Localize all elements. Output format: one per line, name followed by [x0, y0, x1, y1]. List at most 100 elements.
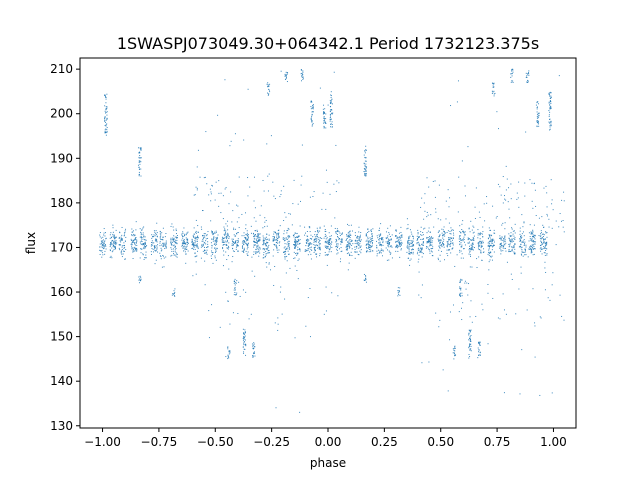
data-point — [298, 249, 300, 251]
data-point — [101, 256, 103, 258]
data-point — [112, 235, 114, 237]
data-point — [477, 247, 479, 249]
data-point — [228, 351, 230, 353]
data-point — [326, 240, 328, 242]
data-point — [447, 243, 449, 245]
data-point — [233, 282, 235, 284]
data-point — [531, 252, 533, 253]
data-point — [448, 248, 450, 250]
data-point — [174, 254, 176, 256]
data-point — [262, 257, 264, 259]
data-point — [531, 244, 533, 246]
data-point — [253, 241, 255, 243]
data-point — [524, 195, 526, 197]
data-point — [263, 242, 264, 244]
data-point — [467, 242, 469, 244]
data-point — [421, 284, 423, 286]
data-point — [490, 256, 492, 258]
data-point — [113, 245, 115, 247]
data-point — [121, 234, 123, 236]
data-point — [371, 238, 373, 240]
data-point — [520, 236, 522, 238]
data-point — [469, 337, 471, 339]
data-point — [426, 177, 428, 179]
data-point — [139, 228, 141, 230]
x-tick-label: 0.25 — [371, 435, 398, 449]
data-point — [513, 246, 515, 248]
data-point — [434, 180, 436, 182]
data-point — [356, 237, 358, 239]
data-point — [519, 227, 521, 229]
data-point — [411, 245, 413, 247]
data-point — [105, 109, 107, 111]
data-point — [510, 76, 512, 78]
data-point — [225, 230, 227, 232]
data-point — [481, 245, 483, 247]
data-point — [397, 250, 399, 252]
data-point — [293, 244, 295, 246]
data-point — [563, 200, 565, 202]
data-point — [222, 241, 224, 243]
data-point — [234, 235, 236, 237]
data-point — [253, 343, 255, 345]
data-point — [267, 86, 269, 88]
data-point — [231, 221, 233, 223]
data-point — [176, 236, 178, 238]
data-point — [306, 242, 308, 244]
data-point — [185, 253, 187, 255]
data-point — [307, 245, 309, 247]
data-point — [112, 227, 114, 229]
data-point — [139, 241, 141, 243]
data-point — [488, 248, 490, 250]
data-point — [427, 240, 429, 242]
data-point — [355, 240, 357, 242]
data-point — [514, 223, 516, 225]
data-point — [215, 232, 217, 233]
data-point — [511, 80, 513, 82]
data-point — [520, 244, 522, 246]
data-point — [110, 243, 112, 245]
data-point — [454, 346, 456, 348]
data-point — [478, 342, 480, 344]
data-point — [367, 241, 369, 243]
data-point — [391, 257, 393, 259]
data-point — [531, 249, 533, 251]
data-point — [252, 347, 254, 349]
data-point — [156, 239, 158, 241]
y-tick-label: 180 — [50, 196, 73, 210]
data-point — [408, 243, 410, 245]
data-point — [540, 250, 542, 252]
data-point — [184, 249, 186, 251]
data-point — [313, 191, 315, 193]
data-point — [368, 251, 370, 253]
data-point — [543, 248, 545, 250]
data-point — [224, 228, 226, 230]
data-point — [255, 238, 257, 240]
data-point — [253, 217, 255, 219]
data-point — [491, 239, 493, 241]
data-point — [225, 251, 227, 253]
data-point — [309, 243, 311, 245]
data-point — [499, 237, 501, 239]
data-point — [387, 242, 389, 244]
data-point — [139, 275, 141, 277]
data-point — [211, 251, 213, 253]
data-point — [459, 286, 461, 288]
data-point — [500, 237, 502, 239]
data-point — [232, 241, 234, 243]
data-point — [349, 244, 351, 246]
data-point — [406, 228, 408, 230]
data-point — [283, 233, 285, 235]
data-point — [307, 239, 309, 241]
data-point — [368, 245, 370, 247]
data-point — [235, 246, 237, 248]
data-point — [459, 293, 461, 295]
data-point — [263, 249, 265, 251]
data-point — [346, 235, 348, 237]
data-point — [210, 191, 212, 193]
data-point — [187, 231, 189, 233]
data-point — [242, 289, 244, 291]
data-point — [467, 237, 469, 239]
data-point — [354, 257, 356, 259]
data-point — [131, 228, 133, 230]
